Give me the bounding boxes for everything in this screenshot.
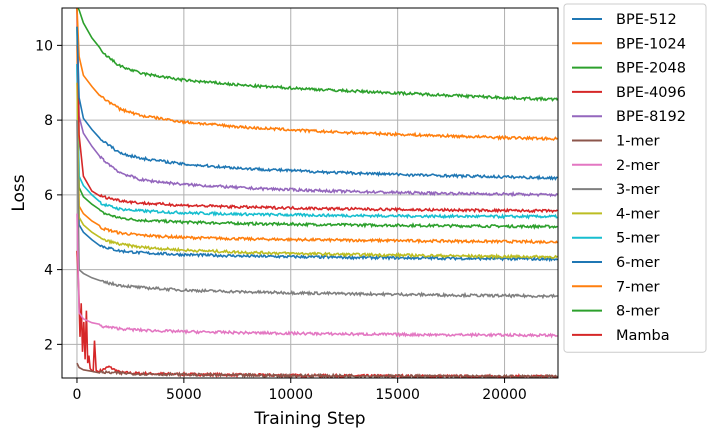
series-line-3: [76, 8, 558, 214]
series-line-9: [76, 64, 558, 220]
legend-label-0: BPE-512: [616, 12, 677, 28]
legend-label-7: 3-mer: [616, 182, 660, 198]
series-line-6: [76, 213, 558, 339]
legend-label-1: BPE-1024: [616, 36, 686, 52]
plot-area: [62, 8, 558, 378]
x-axis-ticks: 0 5000 10000 15000 20000: [73, 378, 527, 403]
legend-label-13: Mamba: [616, 328, 670, 344]
legend-label-3: BPE-4096: [616, 85, 686, 101]
x-tick-label-1: 5000: [166, 387, 202, 403]
legend: BPE-512 BPE-1024 BPE-2048 BPE-4096 BPE-8192 1…: [563, 3, 707, 353]
legend-label-12: 8-mer: [616, 304, 660, 320]
plot-frame: [61, 7, 559, 379]
y-axis-label: Loss: [9, 174, 29, 211]
x-axis-label: Training Step: [253, 409, 365, 429]
x-tick-label-2: 10000: [268, 387, 313, 403]
y-tick-label-0: 2: [44, 337, 53, 353]
x-tick-label-4: 20000: [482, 387, 527, 403]
series-line-11: [76, 45, 558, 245]
series-line-0: [76, 26, 558, 181]
x-tick-label-3: 15000: [375, 387, 420, 403]
y-axis-ticks: 2 4 6 8 10: [35, 38, 62, 353]
series-line-2: [76, 8, 558, 102]
legend-label-2: BPE-2048: [616, 61, 686, 77]
legend-label-9: 5-mer: [616, 231, 660, 247]
y-tick-label-4: 10: [35, 38, 53, 54]
series-line-7: [76, 120, 558, 300]
legend-label-5: 1-mer: [616, 134, 660, 150]
y-tick-label-3: 8: [44, 113, 53, 129]
legend-label-11: 7-mer: [616, 279, 660, 295]
series-line-4: [76, 8, 558, 198]
y-tick-label-2: 6: [44, 188, 53, 204]
legend-label-6: 2-mer: [616, 158, 660, 174]
grid-lines: [62, 8, 558, 378]
series-line-12: [76, 26, 558, 230]
y-tick-label-1: 4: [44, 263, 53, 279]
legend-box: [563, 3, 707, 353]
legend-label-8: 4-mer: [616, 206, 660, 222]
series-line-8: [76, 82, 558, 260]
series-line-1: [76, 8, 558, 141]
legend-label-4: BPE-8192: [616, 109, 686, 125]
x-tick-label-0: 0: [73, 387, 82, 403]
legend-label-10: 6-mer: [616, 255, 660, 271]
